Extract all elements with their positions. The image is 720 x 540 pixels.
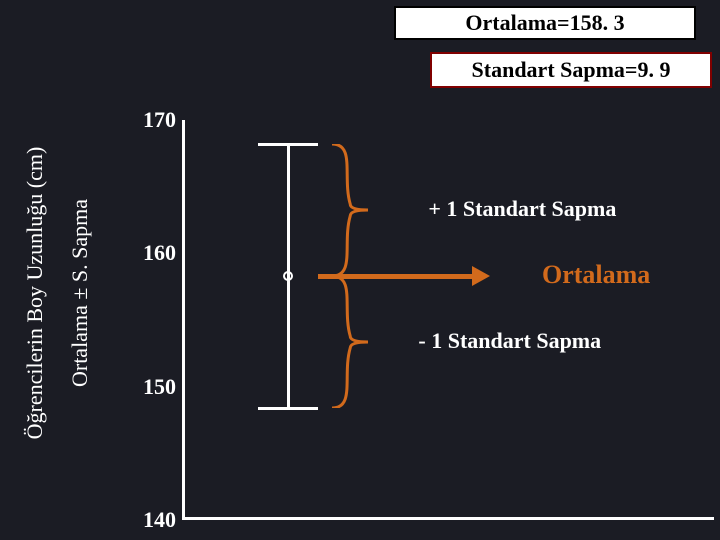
- mean-arrow-line: [318, 274, 472, 279]
- brace-top: [332, 144, 368, 276]
- ytick-3: 170: [126, 107, 176, 133]
- ytick-0: 140: [126, 507, 176, 533]
- mean-annotation: Ortalama: [542, 260, 650, 290]
- x-axis-line: [182, 517, 714, 520]
- chart-area: [182, 120, 714, 520]
- ytick-2: 160: [126, 240, 176, 266]
- minus1-annotation: - 1 Standart Sapma: [418, 328, 601, 354]
- plus1-annotation: + 1 Standart Sapma: [428, 196, 616, 222]
- mean-marker: [283, 271, 293, 281]
- y-axis-line: [182, 120, 185, 520]
- sd-stat-box: Standart Sapma=9. 9: [430, 52, 712, 88]
- mean-stat-label: Ortalama=158. 3: [465, 10, 624, 35]
- inner-y-axis-label: Ortalama ± S. Sapma: [67, 173, 93, 413]
- slide: Ortalama=158. 3 Standart Sapma=9. 9 Öğre…: [0, 0, 720, 540]
- sd-stat-label: Standart Sapma=9. 9: [472, 57, 671, 82]
- error-cap-top: [258, 143, 318, 146]
- mean-arrow-head: [472, 266, 490, 286]
- error-cap-bottom: [258, 407, 318, 410]
- mean-stat-box: Ortalama=158. 3: [394, 6, 696, 40]
- brace-bottom: [332, 276, 368, 408]
- outer-y-axis-label: Öğrencilerin Boy Uzunluğu (cm): [22, 123, 48, 463]
- ytick-1: 150: [126, 374, 176, 400]
